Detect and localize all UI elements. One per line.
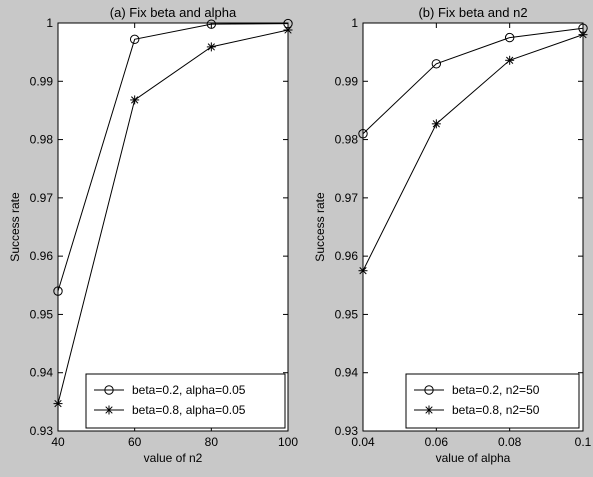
y-axis-label: Success rate bbox=[8, 192, 22, 262]
y-tick-label: 0.98 bbox=[335, 133, 359, 147]
y-tick-label: 1 bbox=[46, 16, 53, 30]
y-axis-label: Success rate bbox=[313, 192, 327, 262]
y-tick-label: 0.97 bbox=[30, 191, 54, 205]
data-point-circle bbox=[206, 19, 217, 29]
legend-label: beta=0.8, alpha=0.05 bbox=[132, 403, 246, 417]
data-point-star bbox=[358, 266, 368, 276]
y-tick-label: 0.94 bbox=[30, 366, 54, 380]
legend-box bbox=[85, 373, 286, 429]
data-point-star bbox=[130, 95, 140, 105]
legend-marker-star bbox=[424, 405, 434, 415]
series-line-2 bbox=[57, 29, 289, 404]
legend-label: beta=0.2, alpha=0.05 bbox=[132, 383, 246, 397]
y-tick-label: 0.95 bbox=[335, 307, 359, 321]
series-line-1 bbox=[362, 27, 584, 135]
plot-area bbox=[362, 22, 584, 432]
y-tick-label: 0.99 bbox=[30, 74, 54, 88]
y-tick-label: 0.97 bbox=[335, 191, 359, 205]
x-tick-label: 0.08 bbox=[498, 435, 522, 449]
chart-title: (a) Fix beta and alpha bbox=[110, 5, 237, 20]
legend: beta=0.2, n2=50 beta=0.8, n2=50 bbox=[405, 373, 580, 429]
data-point-circle bbox=[504, 32, 515, 43]
y-tick-label: 0.99 bbox=[335, 74, 359, 88]
chart-title: (b) Fix beta and n2 bbox=[418, 5, 527, 20]
y-tick-label: 1 bbox=[351, 16, 358, 30]
legend-marker-circle bbox=[104, 385, 114, 395]
y-tick-label: 0.93 bbox=[335, 424, 359, 438]
y-tick-label: 0.93 bbox=[30, 424, 54, 438]
x-axis-label: value of n2 bbox=[144, 451, 203, 465]
y-tick-label: 0.94 bbox=[335, 366, 359, 380]
x-axis-label: value of alpha bbox=[436, 451, 511, 465]
data-point-circle bbox=[129, 34, 140, 45]
legend: beta=0.2, alpha=0.05 beta=0.8, alpha=0.05 bbox=[85, 373, 286, 429]
x-tick-label: 0.06 bbox=[425, 435, 449, 449]
legend-marker-circle bbox=[424, 385, 434, 395]
legend-label: beta=0.8, n2=50 bbox=[452, 403, 540, 417]
plot-area bbox=[57, 22, 289, 432]
data-point-star bbox=[578, 30, 588, 40]
x-tick-label: 60 bbox=[128, 435, 142, 449]
legend-box bbox=[405, 373, 580, 429]
data-point-circle bbox=[53, 286, 63, 296]
y-tick-label: 0.95 bbox=[30, 307, 54, 321]
series-line-2 bbox=[362, 34, 584, 271]
x-tick-label: 80 bbox=[205, 435, 219, 449]
chart-panel-1: (a) Fix beta and alpha 0.93 0.94 0.95 0.96 0.… bbox=[8, 5, 298, 465]
legend-label: beta=0.2, n2=50 bbox=[452, 383, 540, 397]
data-point-star bbox=[283, 25, 293, 35]
chart-panel-2: (b) Fix beta and n2 0.93 0.94 0.95 0.96 0.97 0… bbox=[313, 5, 592, 465]
y-tick-label: 0.96 bbox=[30, 249, 54, 263]
data-point-circle bbox=[358, 129, 368, 139]
y-tick-label: 0.96 bbox=[335, 249, 359, 263]
data-point-star bbox=[206, 42, 216, 52]
data-point-star bbox=[431, 119, 441, 129]
legend-marker-star bbox=[104, 405, 114, 415]
x-tick-label: 40 bbox=[51, 435, 65, 449]
data-point-star bbox=[53, 399, 63, 409]
data-point-star bbox=[505, 55, 515, 65]
data-point-circle bbox=[431, 59, 442, 69]
x-tick-label: 0.1 bbox=[575, 435, 592, 449]
x-tick-label: 0.04 bbox=[351, 435, 375, 449]
y-tick-label: 0.98 bbox=[30, 133, 54, 147]
series-line-1 bbox=[57, 23, 289, 292]
x-tick-label: 100 bbox=[278, 435, 298, 449]
